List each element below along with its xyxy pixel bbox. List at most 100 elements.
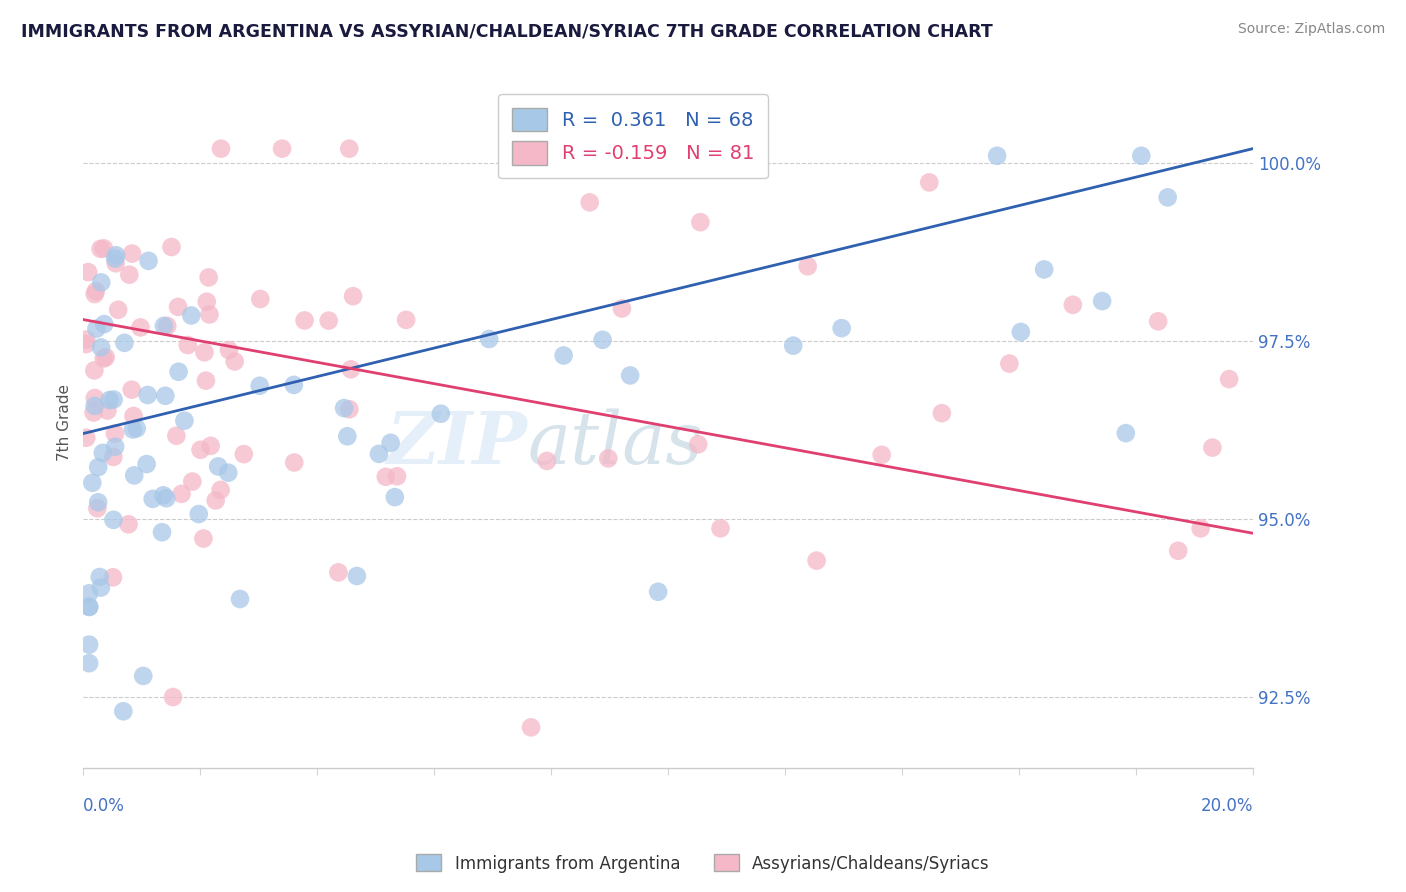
Point [167, 300, 190, 314]
Point [87, 460, 110, 475]
Point [578, 195, 600, 210]
Point [598, 451, 620, 466]
Point [77, 586, 100, 600]
Point [544, 149, 567, 163]
Point [83, 287, 105, 301]
Point [84, 284, 107, 298]
Point [333, 401, 356, 416]
Point [193, 345, 215, 359]
Point [104, 252, 127, 266]
Point [998, 357, 1021, 371]
Point [368, 447, 391, 461]
Point [197, 270, 219, 285]
Point [1091, 294, 1114, 309]
Point [249, 378, 271, 392]
Point [1189, 521, 1212, 535]
Point [1033, 262, 1056, 277]
Point [112, 704, 135, 718]
Point [1115, 426, 1137, 441]
Point [153, 318, 176, 333]
Point [647, 584, 669, 599]
Point [1147, 314, 1170, 328]
Point [122, 409, 145, 423]
Point [536, 454, 558, 468]
Point [155, 491, 177, 506]
Point [395, 313, 418, 327]
Legend: R =  0.361   N = 68, R = -0.159   N = 81: R = 0.361 N = 68, R = -0.159 N = 81 [498, 94, 768, 178]
Point [207, 459, 229, 474]
Y-axis label: 7th Grade: 7th Grade [58, 384, 72, 461]
Point [931, 406, 953, 420]
Point [193, 532, 215, 546]
Point [96, 403, 118, 417]
Point [165, 429, 187, 443]
Point [162, 690, 184, 704]
Point [831, 321, 853, 335]
Point [83, 391, 105, 405]
Point [209, 483, 232, 497]
Point [181, 475, 204, 489]
Point [105, 248, 128, 262]
Point [107, 302, 129, 317]
Point [75, 333, 97, 347]
Point [782, 338, 804, 352]
Point [177, 338, 200, 352]
Point [796, 260, 818, 274]
Point [93, 317, 115, 331]
Point [173, 414, 195, 428]
Point [806, 553, 828, 567]
Point [87, 495, 110, 509]
Point [1010, 325, 1032, 339]
Point [194, 374, 217, 388]
Point [77, 638, 100, 652]
Point [204, 493, 226, 508]
Text: 0.0%: 0.0% [83, 797, 125, 814]
Point [89, 570, 111, 584]
Point [190, 442, 212, 457]
Point [138, 253, 160, 268]
Point [342, 289, 364, 303]
Point [103, 450, 125, 464]
Point [918, 175, 941, 189]
Point [478, 332, 501, 346]
Point [156, 318, 179, 333]
Point [688, 437, 710, 451]
Point [336, 429, 359, 443]
Point [610, 301, 633, 316]
Point [283, 378, 305, 392]
Point [136, 388, 159, 402]
Point [249, 292, 271, 306]
Point [90, 340, 112, 354]
Point [142, 491, 165, 506]
Point [122, 468, 145, 483]
Text: 20.0%: 20.0% [1201, 797, 1253, 814]
Point [340, 362, 363, 376]
Point [986, 149, 1008, 163]
Point [218, 343, 240, 357]
Point [200, 439, 222, 453]
Legend: Immigrants from Argentina, Assyrians/Chaldeans/Syriacs: Immigrants from Argentina, Assyrians/Cha… [409, 847, 997, 880]
Point [619, 368, 641, 383]
Point [1167, 543, 1189, 558]
Point [1156, 190, 1178, 204]
Point [180, 309, 202, 323]
Point [77, 599, 100, 614]
Point [271, 142, 294, 156]
Point [1201, 441, 1223, 455]
Text: Source: ZipAtlas.com: Source: ZipAtlas.com [1237, 22, 1385, 37]
Point [689, 215, 711, 229]
Point [385, 469, 408, 483]
Point [90, 242, 112, 256]
Point [337, 142, 360, 156]
Point [328, 566, 350, 580]
Text: ZIP: ZIP [387, 408, 527, 479]
Point [195, 294, 218, 309]
Point [83, 363, 105, 377]
Point [82, 475, 104, 490]
Point [155, 389, 177, 403]
Point [118, 268, 141, 282]
Point [384, 490, 406, 504]
Point [129, 320, 152, 334]
Point [337, 402, 360, 417]
Point [93, 351, 115, 366]
